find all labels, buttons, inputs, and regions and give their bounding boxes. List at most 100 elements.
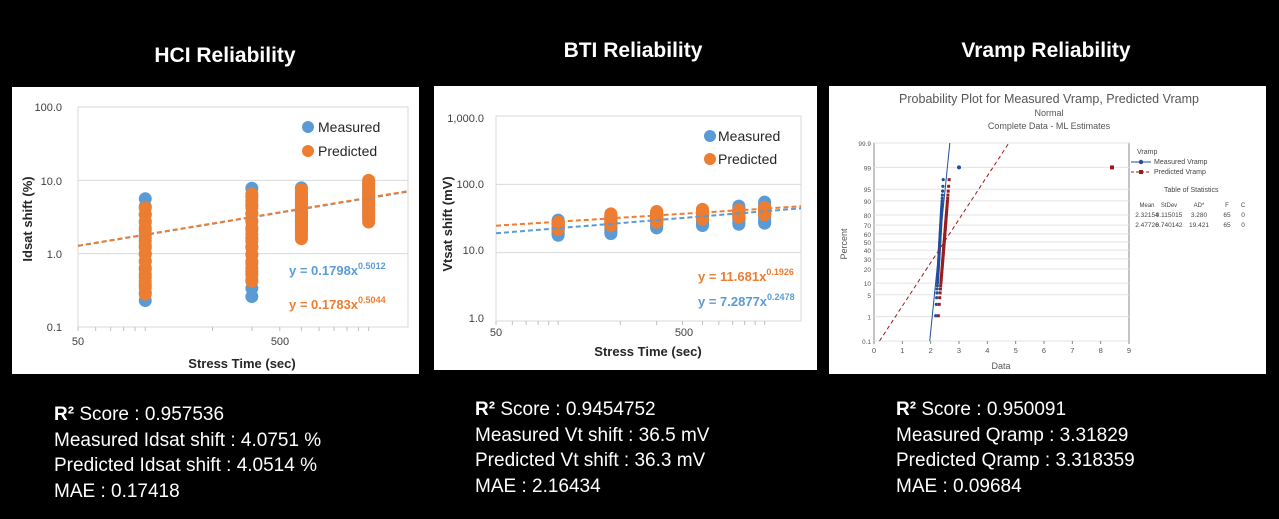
vramp-point-predicted — [938, 296, 942, 300]
hci-xtick-1: 500 — [271, 336, 289, 348]
vramp-point-measured — [941, 189, 945, 193]
vramp-point-predicted — [945, 202, 949, 206]
vramp-point-predicted — [939, 278, 943, 282]
vramp-title: Vramp Reliability — [961, 39, 1131, 62]
vramp-ytick-0: 0.1 — [862, 339, 871, 346]
hci-legend-predicted: Predicted — [318, 143, 377, 159]
vramp-ytick-11: 90 — [864, 199, 872, 206]
vramp-point-measured — [940, 196, 944, 200]
hci-ytick-3: 100.0 — [34, 102, 62, 114]
vramp-xtick-4: 4 — [985, 346, 989, 355]
vramp-stats-cell: 65 — [1223, 212, 1231, 219]
vramp-point-measured — [940, 199, 944, 203]
hci-point-measured — [138, 192, 152, 206]
vramp-stats-cell: 0 — [1241, 222, 1245, 229]
vramp-ytick-3: 10 — [864, 281, 872, 288]
vramp-r2-symbol: R² — [896, 399, 917, 420]
vramp-point-predicted — [940, 274, 944, 278]
vramp-stats-header: C — [1241, 203, 1246, 209]
vramp-point-predicted — [944, 212, 948, 216]
hci-fit-predicted-eq: y = 0.1783x0.5044 — [289, 295, 386, 312]
vramp-xtick-1: 1 — [900, 346, 904, 355]
hci-point-predicted — [138, 201, 152, 215]
vramp-chart: Probability Plot for Measured Vramp, Pre… — [839, 92, 1246, 371]
bti-stats: R² Score : 0.9454752 Measured Vt shift :… — [475, 397, 709, 499]
vramp-stats-header: F — [1225, 203, 1229, 209]
bti-xtick-1: 500 — [675, 327, 693, 339]
vramp-measured-line: Measured Qramp : 3.31829 — [896, 424, 1129, 446]
hci-predicted-line: Predicted Idsat shift : 4.0514 % — [54, 455, 317, 476]
vramp-point-measured — [935, 287, 939, 291]
vramp-point-measured — [935, 296, 939, 300]
vramp-stats-cell: 65 — [1223, 222, 1231, 229]
hci-ytick-0: 0.1 — [47, 322, 62, 334]
vramp-point-predicted — [945, 199, 949, 203]
vramp-point-measured — [935, 291, 939, 295]
vramp-ytick-10: 80 — [864, 213, 872, 220]
hci-xlabel: Stress Time (sec) — [188, 356, 295, 371]
hci-point-predicted — [362, 173, 376, 187]
vramp-xtick-9: 9 — [1127, 346, 1131, 355]
vramp-point-predicted — [944, 217, 948, 221]
bti-legend-predicted-marker — [704, 153, 716, 165]
vramp-ytick-7: 50 — [864, 240, 872, 247]
vramp-xtick-2: 2 — [929, 346, 933, 355]
vramp-point-predicted — [944, 219, 948, 223]
vramp-outlier-measured — [957, 165, 961, 170]
vramp-ytick-2: 5 — [867, 293, 871, 300]
vramp-legend-measured: Measured Vramp — [1154, 159, 1208, 166]
bti-mae-line: MAE : 2.16434 — [475, 475, 601, 497]
vramp-point-measured — [935, 281, 940, 285]
vramp-point-predicted — [939, 284, 943, 288]
hci-stats: R² Score : 0.957536 Measured Idsat shift… — [54, 402, 321, 504]
vramp-stats-cell: 3.280 — [1191, 212, 1208, 219]
vramp-point-measured — [940, 193, 944, 197]
bti-point-predicted — [604, 207, 618, 221]
vramp-stats-cell: 19.421 — [1189, 222, 1209, 229]
vramp-point-measured — [941, 184, 945, 188]
vramp-point-predicted — [939, 276, 943, 280]
bti-fit-measured-eq: y = 7.2877x0.2478 — [698, 292, 795, 309]
vramp-ytick-12: 95 — [864, 187, 872, 194]
vramp-ytick-9: 70 — [864, 223, 872, 230]
bti-r2-value: Score : 0.9454752 — [500, 399, 656, 420]
hci-chart-panel: 0.1 1.0 10.0 100.0 50 500 Stress Time (s… — [12, 87, 419, 374]
hci-legend-measured-marker — [302, 121, 314, 133]
vramp-stats-header: Mean — [1139, 203, 1154, 209]
hci-point-predicted — [294, 182, 308, 196]
vramp-ytick-14: 99.9 — [858, 141, 871, 148]
bti-ylabel: Vtsat shift (mV) — [440, 176, 455, 271]
vramp-point-predicted — [940, 270, 944, 274]
hci-ylabel: Idsat shift (%) — [20, 176, 35, 261]
vramp-point-predicted — [938, 291, 942, 295]
hci-fit-predicted — [77, 190, 409, 247]
vramp-point-measured — [934, 314, 938, 318]
vramp-point-predicted — [940, 266, 944, 270]
bti-ytick-0: 1.0 — [469, 313, 484, 325]
vramp-stats-title: Table of Statistics — [1164, 187, 1219, 194]
bti-fit-measured — [495, 207, 802, 235]
vramp-point-predicted — [947, 178, 951, 182]
vramp-point-measured — [935, 284, 939, 288]
hci-legend-measured: Measured — [318, 119, 380, 135]
vramp-point-predicted — [944, 220, 948, 224]
vramp-ylabel: Percent — [839, 228, 849, 260]
vramp-legend-predicted: Predicted Vramp — [1154, 169, 1206, 176]
bti-legend-measured-marker — [704, 130, 716, 142]
hci-ytick-2: 10.0 — [41, 176, 62, 188]
vramp-xtick-8: 8 — [1099, 346, 1103, 355]
vramp-point-measured — [936, 278, 940, 282]
vramp-point-predicted — [945, 210, 949, 214]
vramp-stats-header: StDev — [1161, 203, 1177, 209]
vramp-ytick-4: 20 — [864, 267, 872, 274]
bti-fit-predicted — [495, 205, 802, 227]
vramp-legend-title: Vramp — [1137, 149, 1157, 156]
bti-r2-line: R² Score : 0.9454752 — [475, 397, 709, 423]
hci-r2-value: Score : 0.957536 — [79, 404, 225, 425]
vramp-point-measured — [941, 178, 945, 182]
vramp-mae-line: MAE : 0.09684 — [896, 475, 1022, 497]
vramp-legend-predicted-marker — [1139, 170, 1143, 174]
bti-point-predicted — [551, 215, 565, 229]
vramp-xlabel: Data — [991, 361, 1010, 371]
vramp-stats-cell: 0.115015 — [1156, 212, 1183, 219]
